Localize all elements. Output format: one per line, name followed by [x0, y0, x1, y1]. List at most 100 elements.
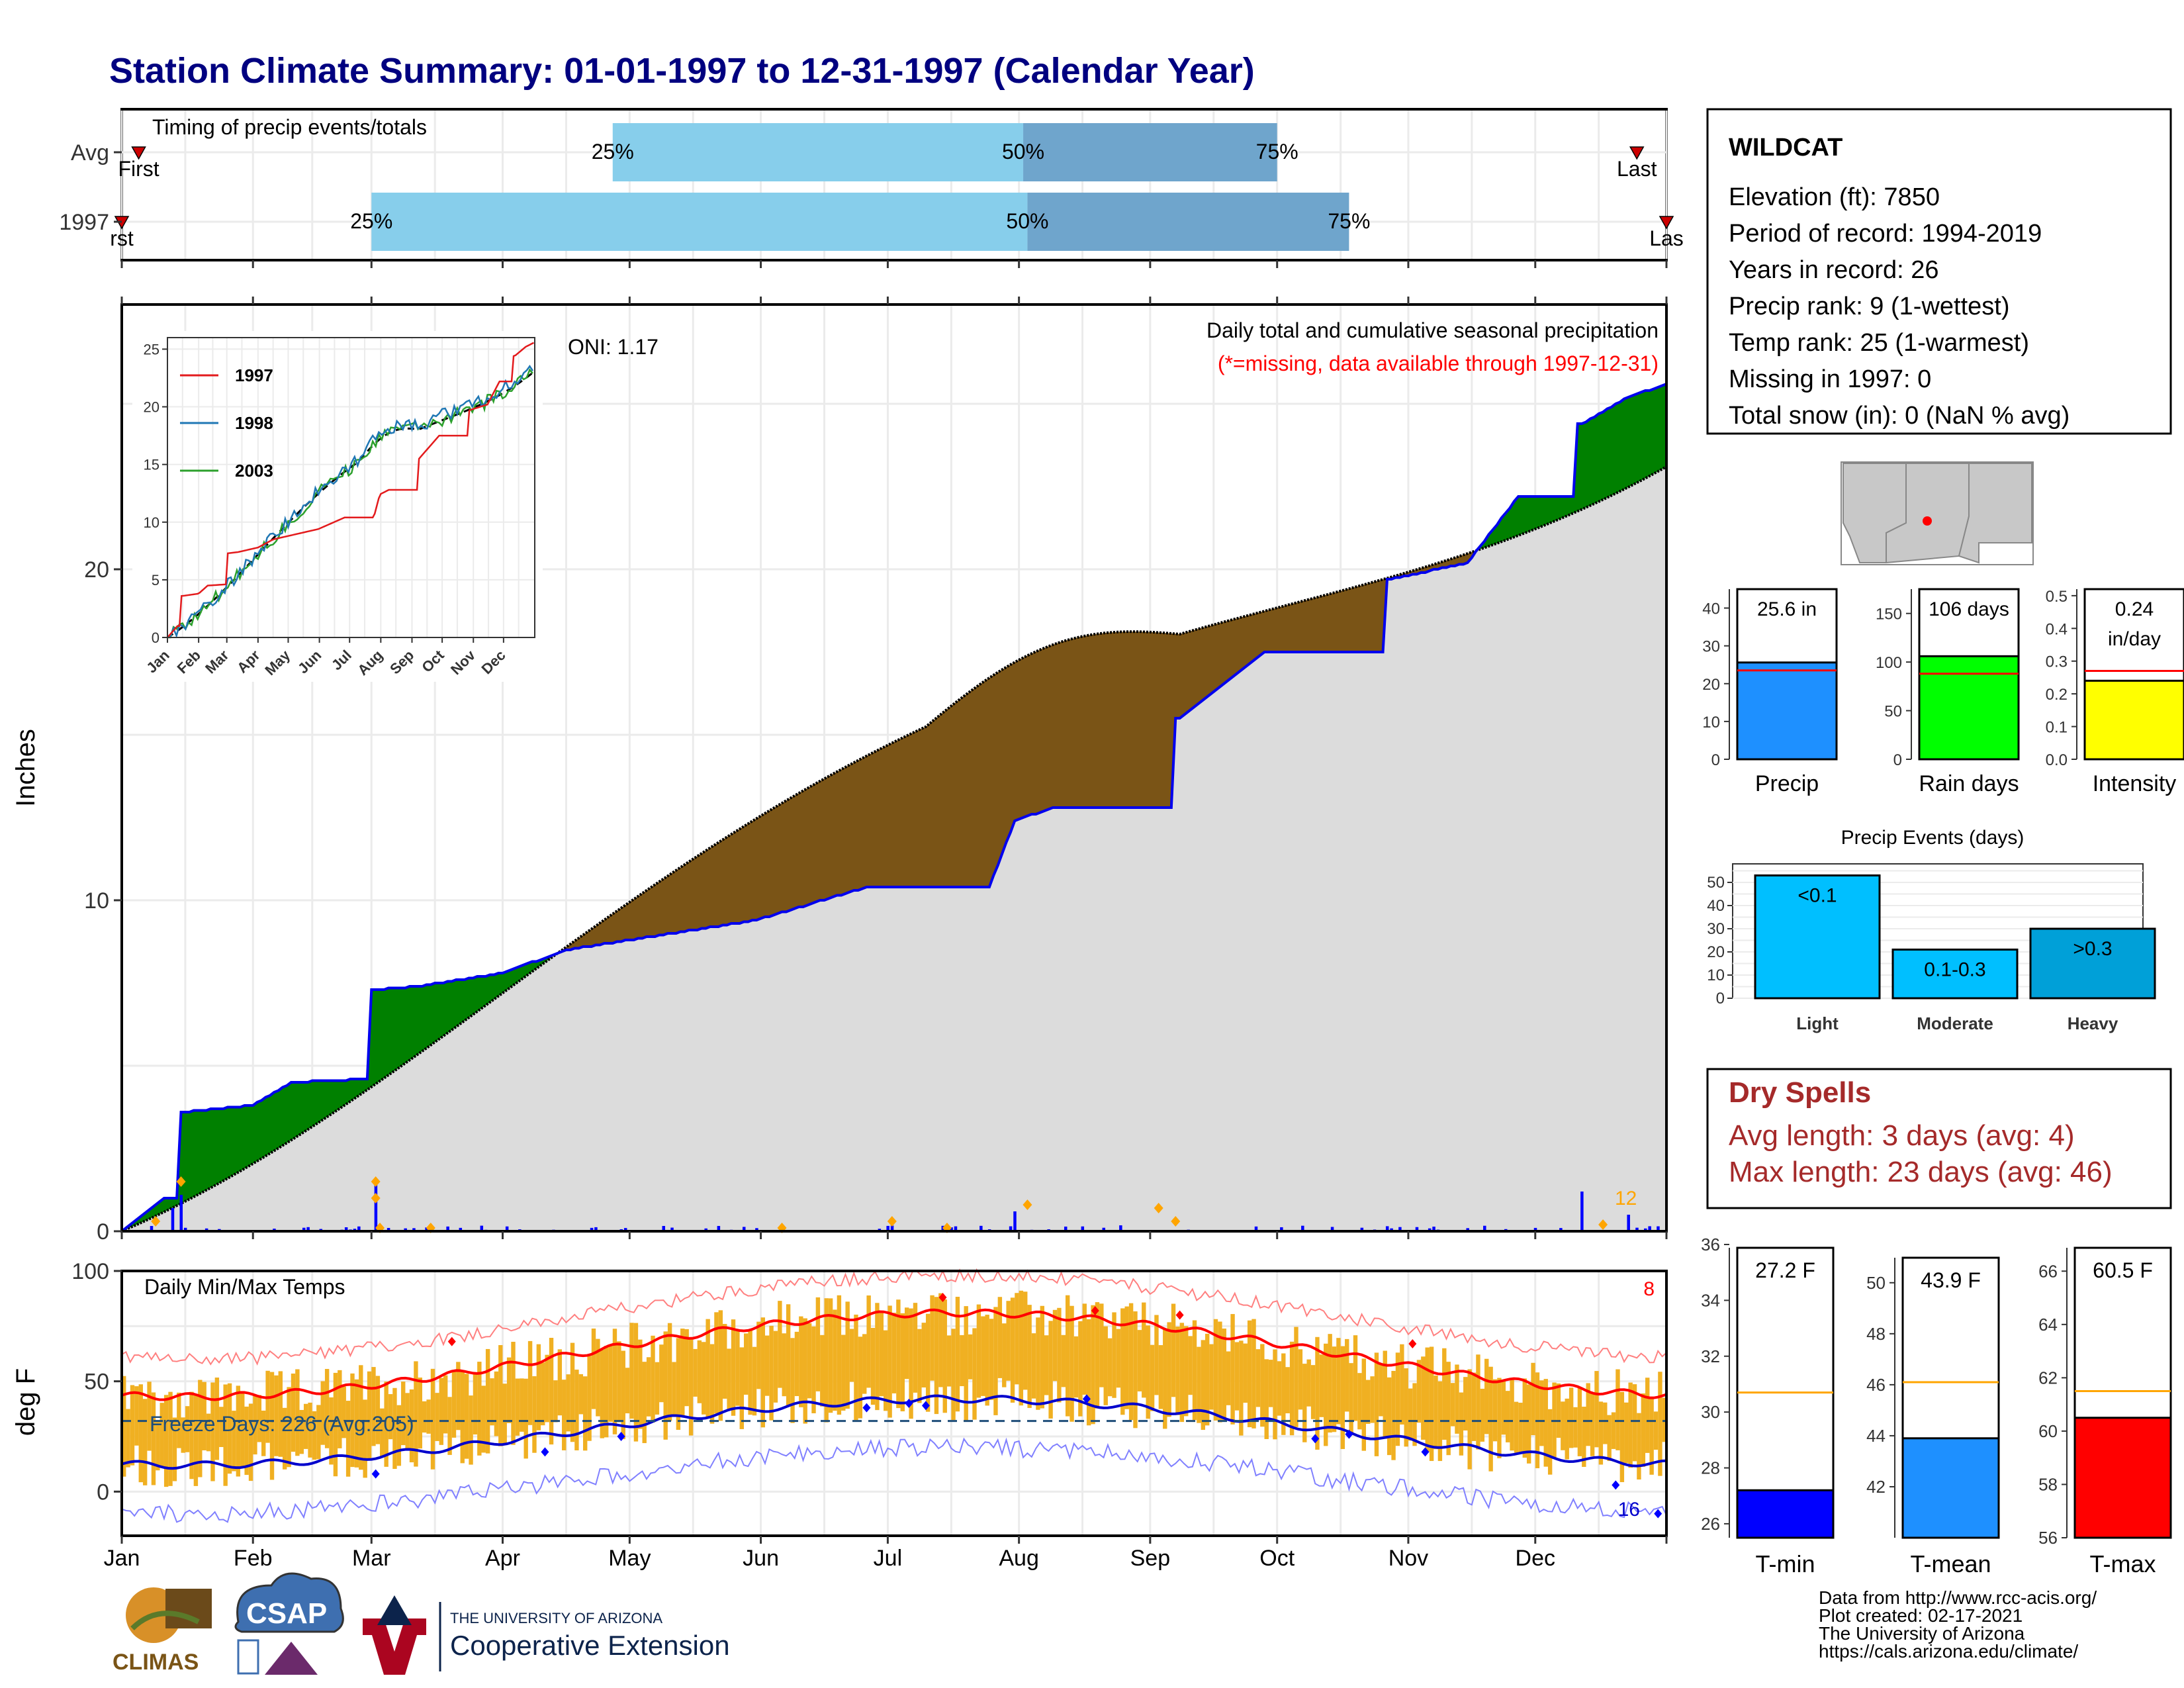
daily-temp-bar: [1531, 1362, 1535, 1436]
daily-temp-bar: [1662, 1397, 1667, 1442]
daily-temp-bar: [1095, 1302, 1100, 1409]
daily-temp-bar: [1437, 1381, 1443, 1462]
month-label-apr: Apr: [485, 1546, 520, 1571]
daily-temp-bar: [261, 1410, 266, 1456]
daily-temp-bar: [1649, 1397, 1654, 1475]
daily-temp-bar: [1184, 1326, 1189, 1417]
daily-temp-bar: [1569, 1387, 1574, 1448]
daily-temp-bar: [942, 1299, 947, 1413]
daily-temp-bar: [1628, 1382, 1633, 1468]
daily-temp-bar: [1086, 1319, 1091, 1426]
daily-precip-bar: [1627, 1215, 1630, 1231]
daily-temp-bar: [134, 1386, 139, 1446]
record-high-marker: [1175, 1310, 1184, 1320]
daily-temp-bar: [1340, 1346, 1345, 1449]
daily-temp-bar: [1379, 1363, 1383, 1417]
daily-precip-bar: [1385, 1226, 1389, 1231]
daily-temp-bar: [989, 1319, 994, 1400]
mini-bar-tick: 100: [1876, 654, 1902, 672]
mini-bar-tick: 0.1: [2046, 719, 2068, 737]
daily-temp-bar: [904, 1307, 909, 1380]
daily-temp-bar: [1302, 1364, 1307, 1442]
daily-temp-bar: [1031, 1333, 1036, 1399]
daily-temp-bar: [1522, 1378, 1527, 1458]
daily-temp-bar: [1526, 1384, 1531, 1464]
daily-temp-bar: [968, 1334, 973, 1380]
daily-temp-bar: [997, 1297, 1003, 1378]
daily-temp-bar: [828, 1298, 833, 1413]
daily-temp-bar: [1052, 1309, 1058, 1382]
daily-precip-bar: [1013, 1211, 1017, 1231]
station-location-marker: [1923, 516, 1932, 526]
events-y-tick-50: 50: [1707, 874, 1725, 892]
daily-temp-bar: [612, 1329, 617, 1434]
daily-temp-bar: [815, 1297, 821, 1391]
timing-panel: 25% 50% 75% First Last Avg 25% 50% 75% rst Las 1997…: [59, 108, 1684, 268]
events-category-heavy: Heavy: [2068, 1013, 2118, 1033]
tmin-average-line: [121, 1394, 1667, 1470]
daily-precip-bar: [425, 1227, 428, 1231]
daily-temp-bar: [375, 1376, 381, 1444]
daily-temp-bar: [663, 1331, 668, 1440]
events-bar-light: [1754, 874, 1881, 1000]
daily-record-marker: [1171, 1216, 1181, 1227]
daily-temp-bar: [748, 1330, 752, 1415]
daily-temp-bar: [210, 1382, 215, 1481]
ua-small-text: THE UNIVERSITY OF ARIZONA: [450, 1610, 662, 1626]
daily-temp-bar: [1357, 1373, 1362, 1430]
record-high-marker: [447, 1336, 456, 1346]
daily-temp-bar: [633, 1323, 639, 1442]
inset-legend-1998: 1998: [235, 413, 273, 433]
daily-precip-bar: [1466, 1228, 1469, 1231]
daily-temp-bar: [617, 1341, 621, 1423]
daily-precip-bar: [357, 1226, 361, 1231]
daily-temp-bar: [583, 1376, 588, 1451]
daily-temp-bar: [527, 1340, 533, 1425]
daily-temp-bar: [1506, 1391, 1510, 1442]
daily-temp-bar: [320, 1381, 325, 1445]
daily-temp-bar: [303, 1403, 308, 1449]
temp-bar-t-min: [1736, 1489, 1835, 1539]
daily-temp-bar: [456, 1362, 461, 1430]
temperature-summary-bars: 26 28 30 32 34 36 27.2 F T-min 42 44 46 48 50 43.9 F T…: [1701, 1235, 2172, 1577]
daily-precip-bar: [886, 1225, 889, 1231]
daily-temp-bar: [1637, 1413, 1641, 1480]
daily-temp-bar: [240, 1391, 245, 1468]
hot-days-count: 8: [1643, 1278, 1655, 1300]
daily-record-marker: [176, 1176, 186, 1187]
events-bar-label: <0.1: [1797, 885, 1837, 907]
record-low-marker: [371, 1469, 380, 1479]
daily-temp-bar: [1264, 1359, 1269, 1439]
daily-temp-bar: [1002, 1323, 1007, 1387]
temp-bar-tick: 64: [2038, 1315, 2058, 1335]
mini-bar-value-label: 106 days: [1929, 598, 2009, 620]
daily-temp-bar: [396, 1405, 402, 1466]
daily-temp-bar: [934, 1297, 939, 1415]
daily-temp-bar: [502, 1383, 507, 1444]
daily-precip-bar: [890, 1225, 894, 1231]
daily-temp-bar: [532, 1376, 537, 1453]
daily-temp-bar: [870, 1328, 876, 1405]
daily-temp-bar: [1103, 1326, 1108, 1405]
daily-temp-bar: [469, 1395, 473, 1465]
daily-temp-bar: [447, 1397, 452, 1455]
daily-temp-bar: [295, 1369, 300, 1456]
daily-temp-bar: [604, 1346, 609, 1438]
inset-2003-line: [167, 368, 533, 639]
last-event-marker: [1659, 216, 1674, 230]
daily-precip-bar: [1280, 1227, 1283, 1231]
daily-temp-bar: [1497, 1378, 1502, 1458]
daily-precip-bar: [459, 1227, 463, 1231]
daily-temp-bar: [405, 1393, 410, 1449]
daily-precip-bar: [1580, 1192, 1584, 1231]
daily-temp-bar: [574, 1370, 579, 1451]
daily-temp-bar: [460, 1371, 465, 1464]
inset-y-tick-5: 5: [152, 572, 159, 588]
daily-temp-bar: [189, 1391, 194, 1479]
daily-temp-bar: [1091, 1305, 1095, 1425]
cumulative-precip-line: [120, 383, 1667, 1233]
mini-bar-tick: 20: [1702, 676, 1720, 694]
events-bar-label: 0.1-0.3: [1924, 959, 1985, 981]
temp-bar-tick: 44: [1866, 1426, 1886, 1446]
daily-temp-bar: [1124, 1306, 1129, 1409]
